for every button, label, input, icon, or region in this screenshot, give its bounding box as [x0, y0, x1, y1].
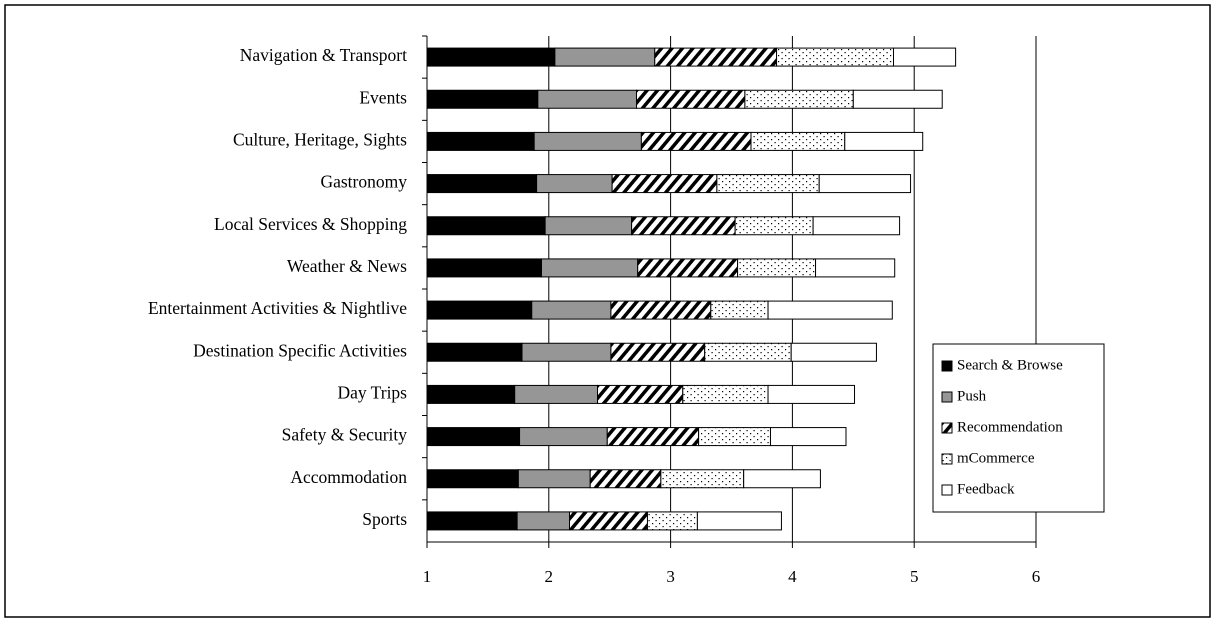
bar-segment — [660, 469, 745, 489]
legend-label: Search & Browse — [957, 357, 1063, 373]
bar-segment — [426, 131, 535, 151]
bar-segment — [892, 47, 957, 67]
x-tick-label: 2 — [545, 567, 554, 586]
bar-segment — [637, 258, 739, 278]
bar-segment — [426, 47, 556, 67]
legend-label: Push — [957, 388, 987, 404]
bar-segment — [533, 131, 642, 151]
x-tick-label: 4 — [788, 567, 797, 586]
legend-swatch — [941, 360, 953, 372]
bar-segment — [426, 511, 518, 531]
bar-segment — [426, 342, 523, 362]
bar-segment — [815, 258, 896, 278]
bar-segment — [704, 342, 792, 362]
bar-segment — [610, 342, 706, 362]
bar-segment — [818, 174, 912, 194]
bar-segment — [569, 511, 648, 531]
bar-segment — [521, 342, 612, 362]
bar-segment — [640, 131, 752, 151]
bar-segment — [514, 384, 599, 404]
x-tick-label: 1 — [423, 567, 432, 586]
bar-segment — [716, 174, 820, 194]
legend-swatch — [941, 484, 953, 496]
y-tick-label: Entertainment Activities & Nightlive — [148, 298, 407, 318]
bar-segment — [540, 258, 639, 278]
bar-segment — [767, 384, 856, 404]
bar-segment — [537, 89, 637, 109]
y-tick-label: Accommodation — [290, 467, 407, 487]
legend-label: Recommendation — [957, 419, 1063, 435]
bar-segment — [611, 174, 718, 194]
bar-segment — [852, 89, 943, 109]
bar-segment — [631, 216, 736, 236]
bar-segment — [682, 384, 769, 404]
y-tick-label: Sports — [362, 509, 407, 529]
bar-segment — [606, 427, 700, 447]
bar-segment — [426, 300, 533, 320]
bar-segment — [743, 469, 821, 489]
bar-segment — [790, 342, 877, 362]
bar-segment — [769, 427, 847, 447]
legend-swatch — [941, 422, 953, 434]
legend-swatch — [941, 453, 953, 465]
bar-segment — [750, 131, 846, 151]
bar-segment — [544, 216, 633, 236]
legend-label: Feedback — [957, 481, 1015, 497]
y-tick-label: Events — [359, 87, 407, 107]
bar-segment — [426, 174, 538, 194]
bar-segment — [737, 258, 817, 278]
bar-segment — [610, 300, 712, 320]
bar-segment — [519, 427, 608, 447]
x-tick-label: 3 — [666, 567, 675, 586]
y-tick-label: Weather & News — [287, 256, 407, 276]
bar-segment — [516, 511, 571, 531]
bar-segment — [744, 89, 854, 109]
bar-segment — [554, 47, 656, 67]
bar-segment — [698, 427, 771, 447]
bar-segment — [597, 384, 684, 404]
bar-segment — [426, 258, 542, 278]
y-tick-label: Safety & Security — [282, 425, 408, 445]
bar-segment — [426, 427, 521, 447]
x-tick-label: 5 — [910, 567, 919, 586]
bar-segment — [767, 300, 893, 320]
bar-segment — [536, 174, 613, 194]
y-tick-label: Culture, Heritage, Sights — [233, 129, 407, 149]
legend-swatch — [941, 391, 953, 403]
frame — [4, 4, 1211, 618]
legend-label: mCommerce — [957, 450, 1035, 466]
bar-segment — [812, 216, 901, 236]
bar-segment — [426, 216, 546, 236]
legend-box — [932, 343, 1105, 513]
bar-segment — [517, 469, 591, 489]
bar-segment — [531, 300, 612, 320]
bar-segment — [589, 469, 662, 489]
x-tick-label: 6 — [1032, 567, 1041, 586]
bar-segment — [710, 300, 769, 320]
bar-segment — [426, 89, 539, 109]
bar-segment — [844, 131, 924, 151]
bar-segment — [635, 89, 746, 109]
y-tick-label: Destination Specific Activities — [193, 340, 407, 360]
y-tick-label: Gastronomy — [320, 172, 407, 192]
bar-segment — [776, 47, 894, 67]
bar-segment — [426, 469, 519, 489]
y-tick-label: Local Services & Shopping — [214, 214, 407, 234]
y-tick-label: Day Trips — [337, 382, 407, 402]
bar-segment — [734, 216, 814, 236]
bar-segment — [654, 47, 778, 67]
y-tick-label: Navigation & Transport — [240, 45, 407, 65]
bar-segment — [696, 511, 782, 531]
bar-segment — [646, 511, 698, 531]
bar-segment — [426, 384, 516, 404]
